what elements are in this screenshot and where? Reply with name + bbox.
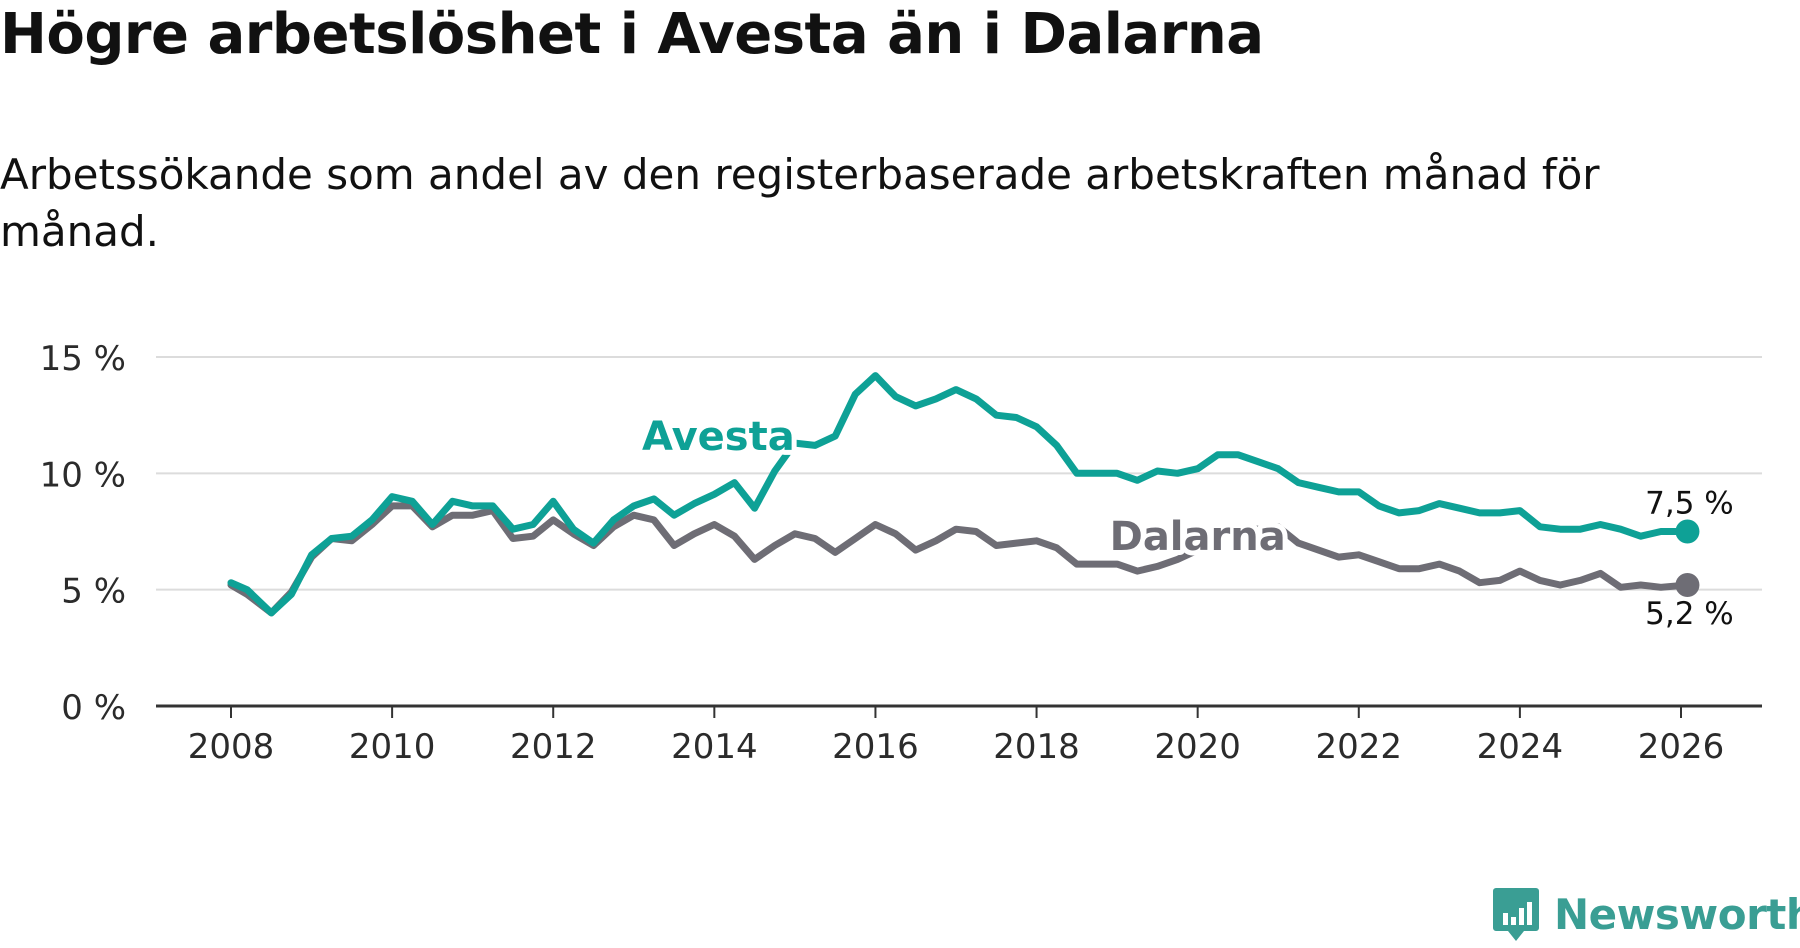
y-tick-label: 0 % [61,688,126,728]
series-label-avesta: Avesta [642,414,795,460]
x-tick-label: 2026 [1638,727,1725,767]
x-tick-label: 2012 [510,727,597,767]
brand-name: Newsworthy [1554,889,1800,939]
y-axis-tick-labels: 0 % 5 % 10 % 15 % [40,339,126,728]
gridlines [156,356,1762,591]
series-lines [227,372,1700,617]
end-value-label-dalarna: 5,2 % [1645,596,1734,632]
series-line-dalarna [227,502,1691,617]
y-tick-label: 15 % [40,339,126,379]
end-point-dalarna [1675,573,1700,598]
end-point-avesta [1675,519,1700,544]
x-tick-label: 2018 [993,727,1080,767]
y-tick-label: 10 % [40,455,126,495]
x-tick-label: 2022 [1316,727,1403,767]
y-tick-label: 5 % [61,572,126,612]
series-line-avesta [227,372,1691,617]
brand: Newsworthy [1492,886,1800,942]
x-tick-label: 2010 [349,727,436,767]
end-value-label-avesta: 7,5 % [1645,486,1734,522]
newsworthy-logo-icon [1493,888,1539,941]
series-labels: Avesta 7,5 % Dalarna 5,2 % [637,409,1734,632]
x-tick-label: 2024 [1477,727,1564,767]
series-label-dalarna: Dalarna [1110,514,1286,560]
x-axis: 2008 2010 2012 2014 2016 2018 2020 2022 2024 2026 [156,704,1762,767]
x-tick-label: 2020 [1154,727,1241,767]
chart-title: Högre arbetslöshet i Avesta än i Dalarna [0,2,1264,67]
x-tick-label: 2008 [188,727,275,767]
x-tick-label: 2016 [832,727,919,767]
chart-subtitle: Arbetssökande som andel av den registerb… [0,150,1600,256]
x-tick-label: 2014 [671,727,758,767]
